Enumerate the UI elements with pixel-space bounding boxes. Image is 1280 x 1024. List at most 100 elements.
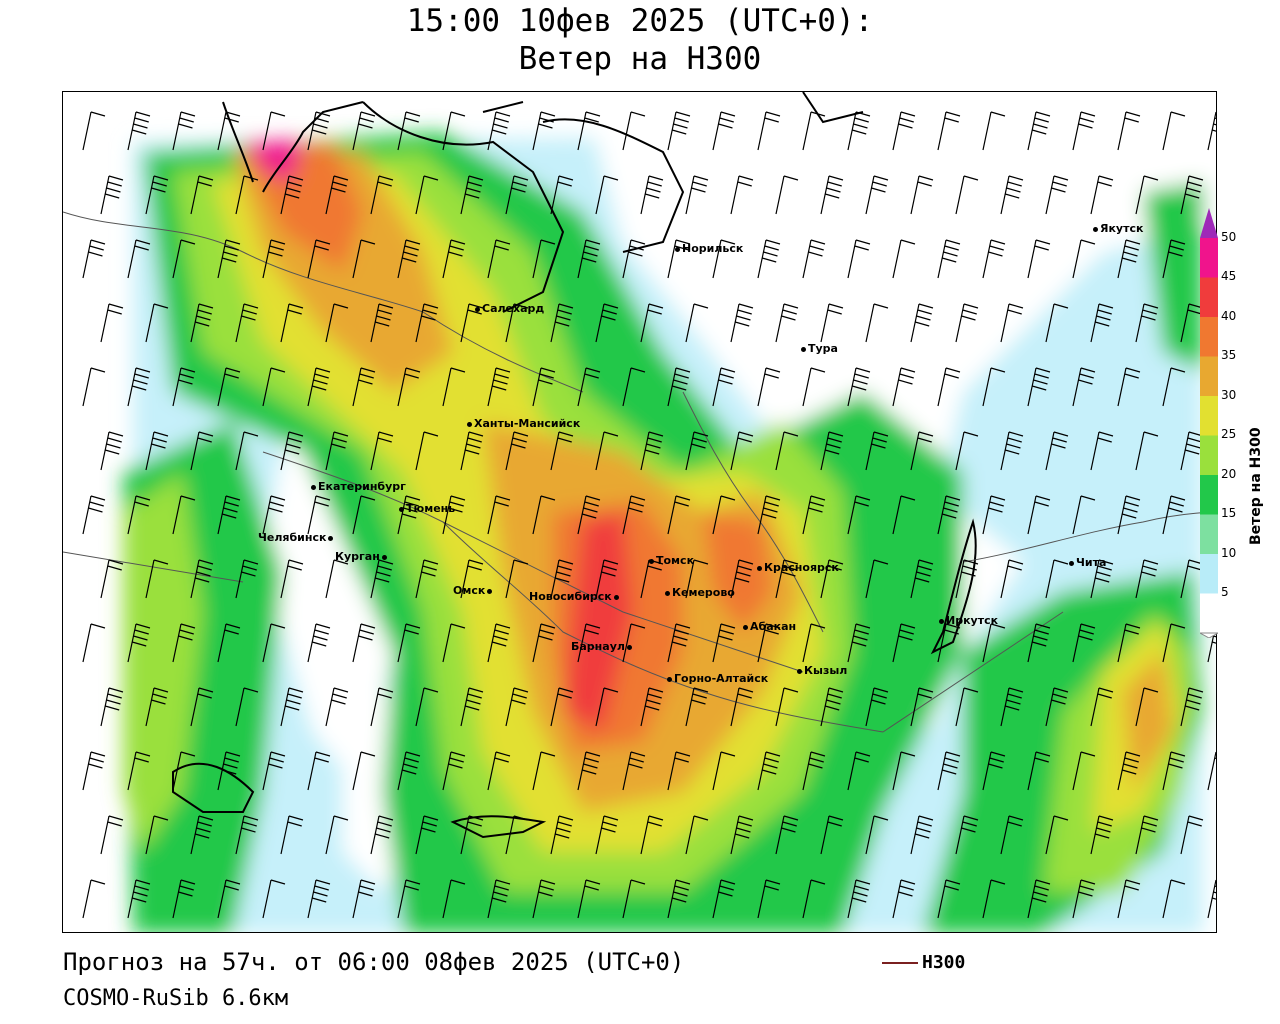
contour-line-icon bbox=[882, 962, 918, 964]
wind-barb bbox=[307, 623, 331, 663]
wind-barb bbox=[667, 111, 691, 151]
wind-barb bbox=[847, 111, 871, 151]
wind-barb bbox=[172, 367, 196, 407]
scale-tick-label: 45 bbox=[1221, 269, 1237, 283]
wind-barb bbox=[145, 431, 169, 471]
wind-barb bbox=[712, 367, 736, 407]
wind-barb bbox=[1162, 111, 1186, 151]
wind-barb bbox=[325, 303, 349, 343]
wind-barb bbox=[622, 367, 646, 407]
wind-barb bbox=[892, 751, 916, 791]
wind-barb bbox=[802, 751, 826, 791]
wind-barb bbox=[892, 111, 916, 151]
wind-barb bbox=[937, 879, 961, 919]
wind-barb bbox=[667, 879, 691, 919]
wind-barb bbox=[415, 687, 439, 727]
wind-barb bbox=[1117, 495, 1141, 535]
wind-barb bbox=[1162, 367, 1186, 407]
wind-barb bbox=[217, 751, 241, 791]
wind-barb bbox=[847, 239, 871, 279]
wind-barb bbox=[190, 175, 214, 215]
wind-barb bbox=[460, 303, 484, 343]
wind-barb bbox=[955, 431, 979, 471]
wind-barb bbox=[1045, 687, 1069, 727]
wind-barb bbox=[685, 559, 709, 599]
wind-barb bbox=[1090, 559, 1114, 599]
wind-barb bbox=[595, 559, 619, 599]
wind-barb bbox=[577, 751, 601, 791]
wind-barb bbox=[802, 623, 826, 663]
wind-barb bbox=[1000, 815, 1024, 855]
wind-barb bbox=[172, 879, 196, 919]
wind-barb bbox=[82, 495, 106, 535]
wind-barb bbox=[937, 751, 961, 791]
wind-barb bbox=[577, 111, 601, 151]
wind-barb bbox=[442, 111, 466, 151]
scale-tick-label: 25 bbox=[1221, 427, 1237, 441]
wind-barb bbox=[1135, 431, 1159, 471]
map-title-field: Ветер на H300 bbox=[518, 41, 762, 77]
wind-barb bbox=[352, 623, 376, 663]
city-kyzyl: Кызыл bbox=[797, 664, 847, 677]
wind-barb bbox=[262, 239, 286, 279]
wind-barb bbox=[100, 687, 124, 727]
wind-barb bbox=[640, 303, 664, 343]
wind-barb bbox=[235, 687, 259, 727]
wind-barb bbox=[172, 239, 196, 279]
wind-barb bbox=[712, 879, 736, 919]
map-title-time: 15:00 10фев 2025 (UTC+0): bbox=[406, 3, 874, 39]
wind-barb bbox=[982, 239, 1006, 279]
wind-barb bbox=[712, 495, 736, 535]
wind-barb bbox=[595, 687, 619, 727]
wind-barb bbox=[442, 239, 466, 279]
city-krasnoyarsk: Красноярск bbox=[757, 561, 839, 574]
wind-barb bbox=[1162, 495, 1186, 535]
contour-legend: H300 bbox=[882, 952, 965, 973]
wind-barb bbox=[1045, 559, 1069, 599]
wind-barb bbox=[397, 111, 421, 151]
wind-barb bbox=[415, 815, 439, 855]
wind-barb bbox=[577, 239, 601, 279]
wind-barb bbox=[352, 879, 376, 919]
scale-segment bbox=[1200, 396, 1218, 436]
wind-barb bbox=[775, 431, 799, 471]
wind-barb bbox=[757, 111, 781, 151]
wind-barb bbox=[235, 559, 259, 599]
wind-barb bbox=[397, 879, 421, 919]
wind-barb bbox=[127, 495, 151, 535]
wind-barb bbox=[505, 175, 529, 215]
wind-barb bbox=[325, 559, 349, 599]
wind-barb bbox=[145, 175, 169, 215]
wind-barb bbox=[172, 623, 196, 663]
wind-barb bbox=[262, 751, 286, 791]
scale-tick-label: 5 bbox=[1221, 585, 1229, 599]
wind-barb bbox=[145, 303, 169, 343]
wind-barb bbox=[487, 239, 511, 279]
wind-barb bbox=[307, 111, 331, 151]
wind-barb bbox=[1090, 815, 1114, 855]
wind-barb bbox=[82, 879, 106, 919]
wind-barb bbox=[640, 431, 664, 471]
wind-barb bbox=[1027, 751, 1051, 791]
wind-barb bbox=[82, 111, 106, 151]
wind-barb bbox=[217, 495, 241, 535]
wind-barb bbox=[397, 367, 421, 407]
wind-barb bbox=[235, 175, 259, 215]
scale-segment bbox=[1200, 593, 1218, 633]
wind-barb bbox=[532, 239, 556, 279]
wind-barb bbox=[505, 559, 529, 599]
wind-barb bbox=[1090, 431, 1114, 471]
wind-barb bbox=[667, 751, 691, 791]
wind-barb bbox=[172, 495, 196, 535]
wind-barb bbox=[280, 559, 304, 599]
wind-barb bbox=[1180, 815, 1204, 855]
wind-barb bbox=[775, 687, 799, 727]
wind-barb bbox=[505, 303, 529, 343]
city-norilsk: Норильск bbox=[675, 242, 743, 255]
scale-tick-label: 50 bbox=[1221, 229, 1237, 244]
color-scale-title: Ветер на H300 bbox=[1248, 427, 1264, 545]
wind-barb bbox=[910, 175, 934, 215]
scale-segment bbox=[1200, 514, 1218, 554]
wind-barb bbox=[847, 751, 871, 791]
wind-barb bbox=[622, 111, 646, 151]
